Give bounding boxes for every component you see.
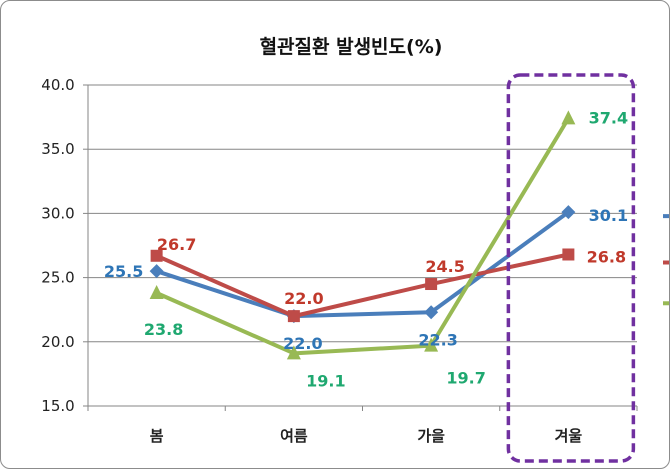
y-axis: 15.0 20.0 25.0 30.0 35.0 40.0	[41, 76, 89, 415]
legend	[663, 214, 669, 306]
x-category-label: 겨울	[555, 427, 583, 445]
series-group	[149, 110, 576, 360]
data-label: 23.8	[144, 320, 183, 339]
x-category-label: 봄	[150, 427, 164, 445]
winter-highlight-box	[506, 73, 636, 463]
data-label: 19.7	[446, 369, 485, 388]
triangle-marker	[561, 110, 576, 125]
data-label: 24.5	[425, 257, 464, 276]
series-line	[155, 117, 571, 356]
x-axis: 봄 여름 가을 겨울	[87, 405, 638, 445]
y-tick-label: 40.0	[41, 76, 74, 94]
data-label: 30.1	[589, 206, 628, 225]
triangle-marker	[424, 337, 439, 352]
data-labels: 25.5 22.0 22.3 30.1 26.7 22.0 24.5 26.8 23.8 19.1…	[104, 108, 628, 390]
diamond-marker	[149, 264, 164, 279]
y-tick-label: 15.0	[41, 397, 74, 415]
x-category-label: 여름	[280, 427, 308, 445]
triangle-marker	[149, 285, 164, 300]
square-marker	[425, 278, 438, 291]
y-tick-label: 20.0	[41, 333, 74, 351]
y-tick-label: 35.0	[41, 140, 74, 158]
data-label: 22.0	[284, 289, 323, 308]
y-tick-label: 25.0	[41, 269, 74, 287]
data-label: 22.3	[418, 330, 457, 349]
square-marker	[150, 249, 163, 262]
data-label: 26.8	[587, 247, 626, 266]
square-marker	[562, 248, 575, 261]
data-label: 25.5	[104, 262, 143, 281]
diamond-marker	[561, 205, 576, 220]
diamond-marker	[424, 305, 439, 320]
triangle-marker	[286, 345, 301, 360]
series-line	[156, 210, 570, 319]
series-line	[155, 252, 569, 319]
data-label: 26.7	[157, 235, 196, 254]
y-tick-label: 30.0	[41, 204, 74, 222]
data-label: 22.0	[283, 334, 322, 353]
data-label: 19.1	[306, 371, 345, 390]
square-marker	[287, 310, 300, 323]
x-category-label: 가을	[417, 427, 445, 445]
data-label: 37.4	[589, 108, 628, 127]
chart-title: 혈관질환 발생빈도(%)	[260, 35, 443, 58]
